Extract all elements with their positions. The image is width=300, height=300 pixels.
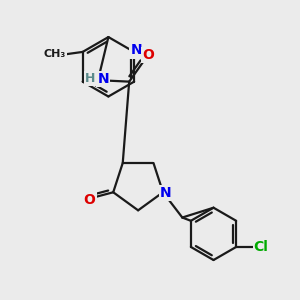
Text: N: N <box>98 72 109 86</box>
Text: N: N <box>160 186 172 200</box>
Text: O: O <box>83 193 95 207</box>
Text: CH₃: CH₃ <box>44 49 66 59</box>
Text: N: N <box>130 44 142 57</box>
Text: Cl: Cl <box>254 240 268 254</box>
Text: H: H <box>85 72 96 85</box>
Text: O: O <box>142 48 154 62</box>
